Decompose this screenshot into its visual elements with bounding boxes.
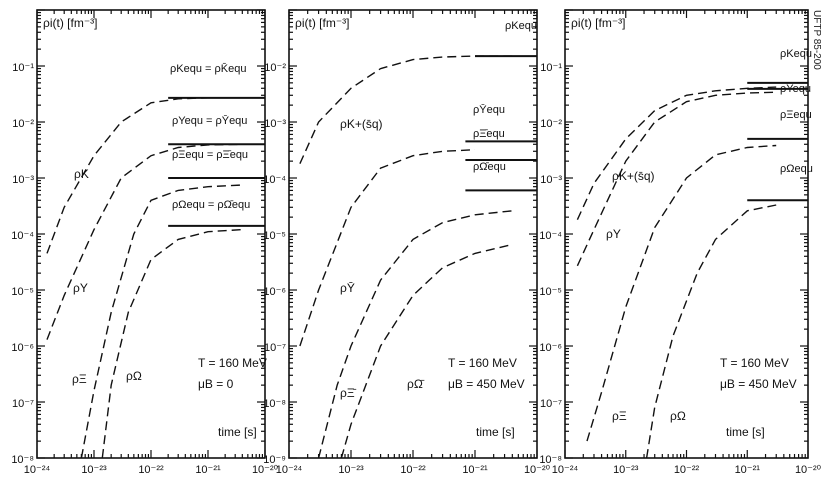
series-curve xyxy=(46,143,243,340)
x-tick-label: 10⁻²¹ xyxy=(195,464,221,476)
y-tick-label: 10⁻⁶ xyxy=(539,342,562,354)
y-tick-label: 10⁻⁸ xyxy=(11,454,34,466)
y-tick-label: 10⁻⁶ xyxy=(263,286,286,298)
y-tick-label: 10⁻³ xyxy=(264,118,286,130)
equilibrium-label: ρΩequ xyxy=(780,163,813,175)
y-tick-label: 10⁻⁵ xyxy=(539,286,562,298)
series-label: ρΞ xyxy=(612,409,627,423)
y-tick-label: 10⁻¹ xyxy=(12,62,34,74)
y-tick-label: 10⁻⁴ xyxy=(11,230,34,242)
x-axis-label: time [s] xyxy=(476,425,515,439)
parameter-label: T = 160 MeV xyxy=(720,356,789,370)
x-axis-label: time [s] xyxy=(218,425,257,439)
x-tick-label: 10⁻²⁴ xyxy=(552,464,579,476)
parameter-label: T = 160 MeV xyxy=(448,356,517,370)
x-tick-label: 10⁻²¹ xyxy=(735,464,761,476)
series-label: ρK+(s̄q) xyxy=(340,117,383,131)
y-tick-label: 10⁻² xyxy=(540,118,562,130)
y-tick-label: 10⁻¹ xyxy=(540,62,562,74)
x-tick-label: 10⁻²⁰ xyxy=(524,464,551,476)
equilibrium-label: ρΞ̄equ xyxy=(473,128,505,140)
panel-2: 10⁻²⁴ 10⁻²³ 10⁻²² 10⁻²¹ 10⁻²⁰ 10⁻⁹ 10⁻⁸ 10⁻⁷ 10⁻… xyxy=(263,9,551,476)
series-curve xyxy=(645,204,777,459)
x-tick-label: 10⁻²⁴ xyxy=(276,464,303,476)
equilibrium-label: ρΞequ xyxy=(780,109,812,121)
series-label: ρK xyxy=(74,167,89,181)
y-tick-label: 10⁻⁷ xyxy=(264,342,286,354)
y-tick-label: 10⁻⁴ xyxy=(539,230,562,242)
x-tick-label: 10⁻²³ xyxy=(81,464,107,476)
equilibrium-label: ρȲequ xyxy=(473,104,505,116)
panel-3: 10⁻²⁴ 10⁻²³ 10⁻²² 10⁻²¹ 10⁻²⁰ 10⁻⁸ 10⁻⁷ 10⁻⁶ 10⁻… xyxy=(539,9,822,476)
equilibrium-label: ρΞequ = ρΞ̄equ xyxy=(172,149,248,161)
series-curve xyxy=(586,144,777,442)
equilibrium-label: ρYequ = ρȲequ xyxy=(172,115,247,127)
y-tick-label: 10⁻³ xyxy=(12,174,34,186)
series-curve xyxy=(101,228,243,459)
x-tick-label: 10⁻²³ xyxy=(338,464,364,476)
series-curve xyxy=(80,184,243,459)
x-tick-label: 10⁻²² xyxy=(674,464,700,476)
equilibrium-label: ρKequ xyxy=(505,20,537,32)
y-tick-label: 10⁻⁵ xyxy=(11,286,34,298)
series-curve xyxy=(299,55,513,164)
y-tick-label: 10⁻⁸ xyxy=(263,398,286,410)
parameter-label: T = 160 MeV xyxy=(198,356,267,370)
y-tick-label: 10⁻⁸ xyxy=(539,454,562,466)
y-tick-label: 10⁻² xyxy=(264,62,286,74)
series-label: ρȲ xyxy=(340,281,355,295)
x-tick-label: 10⁻²³ xyxy=(613,464,639,476)
x-tick-label: 10⁻²¹ xyxy=(462,464,488,476)
y-tick-label: 10⁻⁹ xyxy=(263,454,286,466)
x-tick-label: 10⁻²² xyxy=(138,464,164,476)
series-curve xyxy=(576,91,777,267)
series-label: ρΩ xyxy=(670,409,686,423)
series-label: ρY xyxy=(73,281,88,295)
parameter-label: μB = 450 MeV xyxy=(448,377,525,391)
equilibrium-label: ρKequ xyxy=(780,48,812,60)
y-tick-label: 10⁻⁷ xyxy=(12,398,34,410)
x-tick-label: 10⁻²⁰ xyxy=(252,464,279,476)
x-tick-label: 10⁻²² xyxy=(400,464,426,476)
panel-1: 10⁻²⁴ 10⁻²³ 10⁻²² 10⁻²¹ 10⁻²⁰ 10⁻⁸ 10⁻⁷ 10⁻⁶ 10⁻… xyxy=(11,9,279,476)
series-curve xyxy=(317,210,513,459)
x-tick-label: 10⁻²⁴ xyxy=(24,464,51,476)
y-tick-label: 10⁻⁷ xyxy=(540,398,562,410)
parameter-label: μB = 0 xyxy=(198,377,234,391)
series-curve xyxy=(340,243,513,459)
series-label: ρΞ xyxy=(72,372,87,386)
series-label: ρY xyxy=(606,227,621,241)
panel-title: ρi(t) [fm⁻³] xyxy=(43,16,97,30)
series-label: ρΞ̄ xyxy=(340,386,357,400)
x-axis-label: time [s] xyxy=(726,425,765,439)
equilibrium-label: ρΩ̄equ xyxy=(473,161,506,173)
y-tick-label: 10⁻² xyxy=(12,118,34,130)
equilibrium-label: ρΩequ = ρΩ̄equ xyxy=(172,199,250,211)
equilibrium-label: ρKequ = ρK̄equ xyxy=(170,62,246,75)
series-curve xyxy=(299,149,476,347)
x-tick-label: 10⁻²⁰ xyxy=(795,464,822,476)
report-number: UFTP 85-200 xyxy=(811,10,822,70)
y-tick-label: 10⁻⁶ xyxy=(11,342,34,354)
parameter-label: μB = 450 MeV xyxy=(720,377,797,391)
y-tick-label: 10⁻³ xyxy=(540,174,562,186)
y-tick-label: 10⁻⁵ xyxy=(263,230,286,242)
panel-title: ρi(t) [fm⁻³] xyxy=(295,16,349,30)
series-label: ρΩ xyxy=(126,369,142,383)
y-tick-label: 10⁻⁴ xyxy=(263,174,286,186)
panel-title: ρi(t) [fm⁻³] xyxy=(571,16,625,30)
equilibrium-label: ρYequ xyxy=(780,83,811,95)
series-label: ρK+(s̄q) xyxy=(612,169,655,183)
series-label: ρΩ̄ xyxy=(407,377,425,391)
series-curve xyxy=(576,86,777,220)
